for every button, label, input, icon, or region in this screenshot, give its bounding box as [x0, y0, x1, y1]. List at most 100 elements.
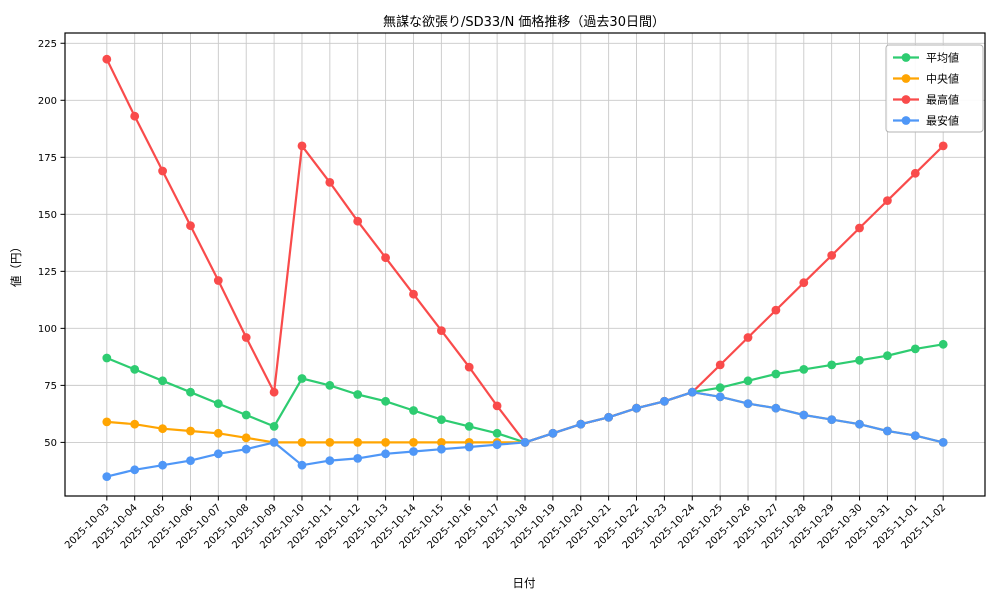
- data-point: [213, 276, 223, 285]
- data-point: [492, 428, 502, 438]
- data-point: [130, 465, 140, 475]
- legend-label: 中央値: [926, 73, 959, 86]
- data-point: [381, 449, 390, 459]
- data-point: [297, 438, 307, 447]
- data-point: [715, 392, 725, 402]
- data-point: [883, 426, 892, 436]
- y-tick-label: 125: [38, 267, 57, 278]
- data-point: [297, 141, 307, 151]
- data-point: [353, 454, 363, 463]
- data-point: [409, 447, 418, 456]
- data-point: [743, 399, 753, 408]
- y-tick-label: 225: [38, 39, 57, 50]
- data-point: [938, 438, 948, 447]
- data-point: [241, 433, 251, 443]
- data-point: [409, 438, 418, 447]
- data-point: [910, 168, 920, 178]
- data-point: [158, 376, 168, 386]
- data-point: [130, 365, 140, 374]
- legend-item-最高値: 最高値: [893, 93, 959, 107]
- data-point: [325, 381, 335, 390]
- y-tick-label: 75: [44, 381, 57, 392]
- data-point: [297, 374, 307, 383]
- y-tick-label: 100: [38, 324, 57, 335]
- data-point: [464, 422, 474, 431]
- data-point: [269, 422, 279, 431]
- data-point: [213, 428, 223, 438]
- data-point: [548, 428, 558, 438]
- data-point: [715, 360, 725, 370]
- data-point: [855, 419, 864, 429]
- data-point: [799, 278, 809, 288]
- series-layer: [102, 54, 948, 481]
- data-point: [130, 111, 140, 121]
- data-point: [241, 444, 251, 454]
- data-point: [715, 383, 725, 393]
- data-point: [381, 253, 390, 263]
- legend-item-中央値: 中央値: [893, 73, 959, 86]
- data-point: [186, 426, 195, 436]
- data-point: [186, 456, 195, 465]
- data-point: [855, 223, 864, 233]
- data-point: [381, 396, 390, 406]
- data-point: [799, 410, 809, 420]
- data-point: [827, 415, 837, 424]
- data-point: [158, 166, 168, 176]
- y-tick-label: 150: [38, 210, 57, 221]
- legend-label: 最安値: [926, 114, 959, 128]
- data-point: [743, 333, 753, 342]
- data-point: [158, 424, 168, 434]
- data-point: [464, 442, 474, 452]
- data-point: [492, 440, 502, 450]
- data-point: [855, 355, 864, 365]
- data-point: [771, 305, 781, 315]
- data-point: [353, 216, 363, 226]
- legend-label: 最高値: [926, 93, 959, 107]
- y-tick-label: 175: [38, 153, 57, 164]
- legend-marker: [901, 53, 911, 62]
- legend-item-最安値: 最安値: [893, 114, 959, 128]
- legend-box: [885, 44, 984, 133]
- data-point: [241, 333, 251, 342]
- data-point: [437, 415, 446, 424]
- data-point: [269, 387, 279, 397]
- data-point: [213, 399, 223, 408]
- grid-layer: [65, 33, 985, 496]
- data-point: [325, 456, 335, 465]
- series-最安値: [102, 387, 948, 481]
- data-point: [576, 419, 586, 429]
- data-point: [158, 460, 168, 470]
- data-point: [437, 326, 446, 335]
- data-point: [520, 438, 530, 447]
- data-point: [102, 54, 112, 64]
- legend-marker: [901, 74, 911, 83]
- data-point: [186, 387, 195, 397]
- data-point: [102, 472, 112, 481]
- data-point: [492, 401, 502, 411]
- data-point: [632, 403, 641, 413]
- y-tick-label: 50: [44, 438, 57, 449]
- data-point: [325, 178, 335, 187]
- data-point: [910, 344, 920, 354]
- data-point: [437, 444, 446, 454]
- chart-title: 無謀な欲張り/SD33/N 価格推移（過去30日間）: [383, 14, 665, 30]
- data-point: [660, 396, 669, 406]
- data-point: [353, 390, 363, 399]
- data-point: [325, 438, 335, 447]
- data-point: [409, 406, 418, 415]
- data-point: [827, 251, 837, 260]
- data-point: [269, 438, 279, 447]
- data-point: [102, 417, 112, 427]
- data-point: [883, 196, 892, 206]
- y-axis-label: 値（円）: [9, 241, 23, 287]
- data-point: [353, 438, 363, 447]
- data-point: [437, 438, 446, 447]
- data-point: [241, 410, 251, 420]
- y-tick-label: 200: [38, 96, 57, 107]
- data-point: [102, 353, 112, 363]
- data-point: [910, 431, 920, 440]
- data-point: [213, 449, 223, 459]
